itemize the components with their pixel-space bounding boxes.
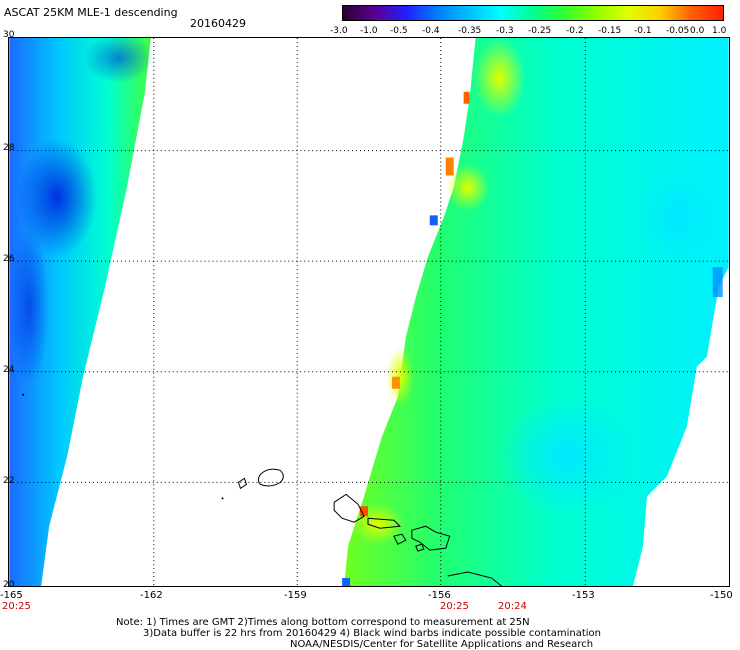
low-value-patch (17, 137, 97, 258)
low-value-patch (84, 38, 154, 83)
map-title: ASCAT 25KM MLE-1 descending (4, 6, 178, 19)
colorbar-label: -0.5 (390, 26, 408, 36)
high-value-pixel (391, 376, 400, 389)
colorbar-label: -0.05 (666, 26, 690, 36)
low-value-patch (9, 227, 50, 387)
lat-label: 30 (3, 30, 15, 40)
credit-line: NOAA/NESDIS/Center for Satellite Applica… (290, 639, 594, 650)
colorbar-label: -0.1 (634, 26, 652, 36)
lon-label: -159 (284, 590, 307, 601)
colorbar-labels: -3.0 -1.0 -0.5 -0.4 -0.35 -0.3 -0.25 -0.… (330, 26, 740, 38)
island-oahu (333, 493, 365, 523)
contamination-mark (221, 497, 224, 500)
island-kahoolawe (415, 543, 425, 552)
lon-label: -165 (0, 590, 23, 601)
high-value-pixel (360, 506, 369, 517)
note-line: Note: 1) Times are GMT 2)Times along bot… (116, 617, 530, 628)
coastline-outlines (237, 468, 502, 586)
time-label: 20:25 (440, 601, 469, 612)
island-lanai (393, 533, 407, 545)
colorbar-label: -0.35 (458, 26, 482, 36)
map-date: 20160429 (190, 17, 246, 30)
lat-label: 22 (3, 476, 15, 486)
colorbar-label: 0.0 (690, 26, 705, 36)
contamination-mark (22, 393, 25, 396)
lon-label: -150 (710, 590, 733, 601)
colorbar-label: -0.3 (496, 26, 514, 36)
lat-label: 26 (3, 254, 15, 264)
lat-label: 28 (3, 143, 15, 153)
low-value-pixel (342, 578, 351, 586)
lat-label: 24 (3, 365, 15, 375)
lat-label: 20 (3, 580, 15, 590)
graticule (9, 38, 729, 586)
colorbar (342, 5, 724, 21)
colorbar-label: 1.0 (712, 26, 727, 36)
island-maui (411, 525, 451, 551)
time-label: 20:25 (2, 601, 31, 612)
low-value-pixel (429, 215, 438, 226)
low-value-pixel (712, 267, 723, 298)
lon-label: -153 (572, 590, 595, 601)
colorbar-label: -1.0 (360, 26, 378, 36)
colorbar-label: -0.4 (422, 26, 440, 36)
low-value-patch (637, 167, 717, 268)
high-value-pixel (463, 91, 470, 104)
time-label: 20:24 (498, 601, 527, 612)
high-value-patch (473, 38, 526, 118)
low-value-patch (497, 396, 638, 517)
high-value-patch (352, 504, 404, 545)
map-plot (8, 37, 730, 587)
colorbar-label: -0.2 (566, 26, 584, 36)
high-value-patch (445, 163, 490, 212)
colorbar-label: -3.0 (330, 26, 348, 36)
lon-label: -156 (428, 590, 451, 601)
island-niihau (237, 477, 248, 490)
colorbar-label: -0.25 (528, 26, 552, 36)
high-value-pixel (445, 157, 454, 176)
island-molokai (367, 517, 401, 529)
note-line: 3)Data buffer is 22 hrs from 20160429 4)… (143, 628, 601, 639)
colorbar-label: -0.15 (598, 26, 622, 36)
island-hawaii (447, 571, 502, 586)
lon-label: -162 (140, 590, 163, 601)
island-kauai (257, 468, 284, 487)
